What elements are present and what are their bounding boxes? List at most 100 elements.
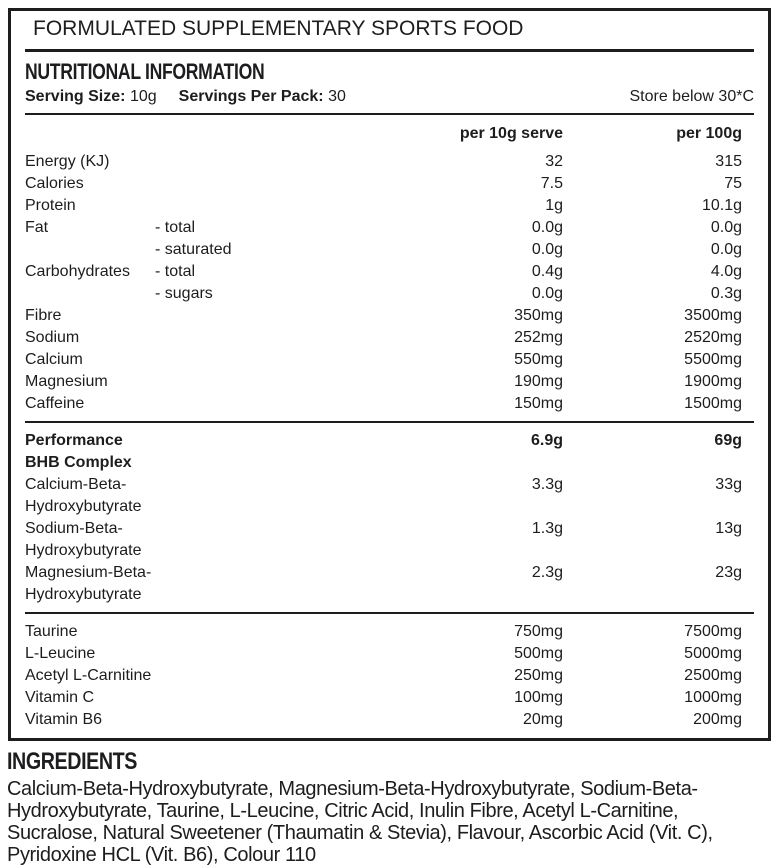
nutrient-name: Carbohydrates [25, 263, 130, 280]
value-per-serve: 190mg [514, 373, 563, 390]
value-per-serve: 100mg [514, 689, 563, 706]
divider-thin [25, 113, 754, 115]
table-row: Vitamin B6 20mg 200mg [25, 709, 754, 731]
nutrient-subname: - total [155, 263, 196, 280]
nutrient-name: Energy (KJ) [25, 153, 110, 170]
nutrient-subname [155, 621, 413, 643]
value-per-100g: 4.0g [710, 263, 742, 280]
table-row: Fibre 350mg 3500mg [25, 305, 754, 327]
table-row: Acetyl L-Carnitine 250mg 2500mg [25, 665, 754, 687]
nutrient-subname [155, 562, 413, 606]
value-per-100g: 0.0g [710, 241, 742, 258]
nutrient-name: Vitamin C [25, 689, 95, 706]
value-per-100g: 1000mg [684, 689, 742, 706]
nutrient-subname [155, 151, 413, 173]
nutrient-subname: - saturated [155, 241, 232, 258]
nutrient-name: Fat [25, 219, 49, 236]
nutrient-subname [155, 305, 413, 327]
value-per-serve: 252mg [514, 329, 563, 346]
nutrient-subname [155, 709, 413, 731]
nutrient-name [25, 239, 155, 261]
value-per-100g: 69g [714, 432, 742, 449]
serving-size: Serving Size: 10g [25, 87, 157, 107]
value-per-100g: 5500mg [684, 351, 742, 368]
value-per-serve: 0.0g [531, 219, 563, 236]
value-per-serve: 0.0g [531, 285, 563, 302]
panel-title: NUTRITIONAL INFORMATION [25, 59, 265, 84]
table-row: Sodium-Beta-Hydroxybutyrate 1.3g 13g [25, 518, 754, 562]
value-per-serve: 250mg [514, 667, 563, 684]
nutrient-subname [155, 195, 413, 217]
value-per-serve: 0.0g [531, 241, 563, 258]
table-row: Carbohydrates - total 0.4g 4.0g [25, 261, 754, 283]
table-row: Calcium-Beta-Hydroxybutyrate 3.3g 33g [25, 474, 754, 518]
serving-size-label: Serving Size: [25, 88, 126, 105]
table-row: Performance BHB Complex 6.9g 69g [25, 430, 754, 474]
nutrient-subname [155, 349, 413, 371]
value-per-100g: 200mg [693, 711, 742, 728]
value-per-serve: 0.4g [531, 263, 563, 280]
section-divider [25, 421, 754, 423]
table-row: Calories 7.5 75 [25, 173, 754, 195]
section-divider [25, 612, 754, 614]
nutrient-name: Calcium [25, 351, 83, 368]
ingredients-title: INGREDIENTS [7, 748, 137, 775]
value-per-serve: 32 [545, 153, 563, 170]
nutrient-subname [155, 430, 413, 474]
nutrient-subname [155, 393, 413, 415]
table-row: Magnesium 190mg 1900mg [25, 371, 754, 393]
value-per-serve: 2.3g [531, 564, 563, 581]
nutrition-table-body: Energy (KJ) 32 315 Calories 7.5 75 Prote… [25, 151, 754, 731]
nutrient-subname [155, 371, 413, 393]
classification-text: FORMULATED SUPPLEMENTARY SPORTS FOOD [33, 17, 524, 40]
nutrient-name: Magnesium-Beta-Hydroxybutyrate [25, 564, 152, 603]
nutrient-name: Fibre [25, 307, 62, 324]
servings-per-pack-value: 30 [328, 88, 346, 105]
table-row: Calcium 550mg 5500mg [25, 349, 754, 371]
nutrient-name [25, 283, 155, 305]
value-per-100g: 10.1g [701, 197, 742, 214]
value-per-serve: 20mg [522, 711, 563, 728]
value-per-100g: 1900mg [684, 373, 742, 390]
table-header-row: per 10g serve per 100g [25, 123, 754, 145]
header-spacer [155, 123, 413, 145]
nutrient-name: Acetyl L-Carnitine [25, 667, 152, 684]
value-per-serve: 3.3g [531, 476, 563, 493]
table-row: - sugars 0.0g 0.3g [25, 283, 754, 305]
serving-size-value: 10g [129, 88, 157, 105]
table-row: Vitamin C 100mg 1000mg [25, 687, 754, 709]
nutrient-name: Vitamin B6 [25, 711, 103, 728]
value-per-100g: 0.0g [710, 219, 742, 236]
value-per-100g: 315 [715, 153, 742, 170]
value-per-serve: 550mg [514, 351, 563, 368]
nutrient-subname [155, 518, 413, 562]
value-per-serve: 350mg [514, 307, 563, 324]
value-per-serve: 7.5 [540, 175, 563, 192]
value-per-100g: 0.3g [710, 285, 742, 302]
table-row: Caffeine 150mg 1500mg [25, 393, 754, 415]
table-row: Energy (KJ) 32 315 [25, 151, 754, 173]
nutrient-name: Calcium-Beta-Hydroxybutyrate [25, 476, 142, 515]
nutrient-subname [155, 687, 413, 709]
nutrient-subname [155, 665, 413, 687]
value-per-100g: 3500mg [684, 307, 742, 324]
nutrient-name: Taurine [25, 623, 78, 640]
value-per-100g: 33g [715, 476, 742, 493]
table-row: Taurine 750mg 7500mg [25, 621, 754, 643]
header-spacer [25, 123, 155, 145]
value-per-100g: 75 [724, 175, 742, 192]
table-row: Protein 1g 10.1g [25, 195, 754, 217]
serving-info-row: Serving Size: 10g Servings Per Pack: 30 … [25, 87, 754, 107]
nutrient-name: Caffeine [25, 395, 85, 412]
nutrient-subname: - total [155, 219, 196, 236]
value-per-serve: 750mg [514, 623, 563, 640]
value-per-100g: 13g [715, 520, 742, 537]
table-row: L-Leucine 500mg 5000mg [25, 643, 754, 665]
value-per-100g: 2520mg [684, 329, 742, 346]
table-row: Magnesium-Beta-Hydroxybutyrate 2.3g 23g [25, 562, 754, 606]
column-header-per-serve: per 10g serve [459, 125, 563, 142]
value-per-100g: 1500mg [684, 395, 742, 412]
value-per-serve: 500mg [514, 645, 563, 662]
servings-per-pack: Servings Per Pack: 30 [179, 87, 346, 107]
value-per-100g: 5000mg [684, 645, 742, 662]
